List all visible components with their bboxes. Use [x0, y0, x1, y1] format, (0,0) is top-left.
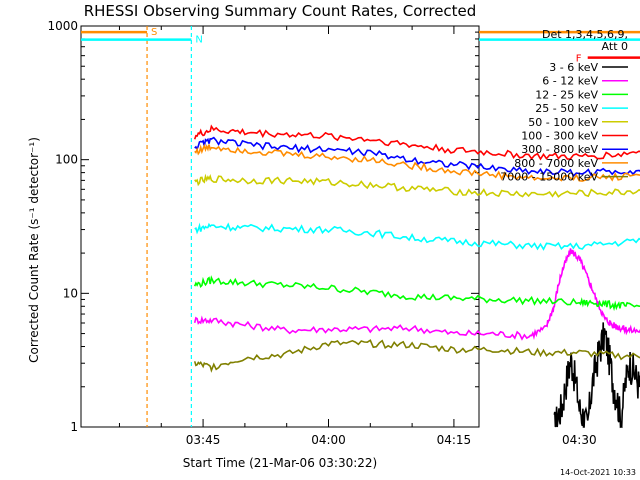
legend-label: 800 - 7000 keV	[514, 157, 598, 170]
y-tick-label: 1000	[47, 19, 78, 33]
legend-label: 50 - 100 keV	[528, 116, 598, 129]
y-axis-label: Corrected Count Rate (s⁻¹ detector⁻¹)	[27, 137, 41, 363]
legend-label: 25 - 50 keV	[535, 102, 598, 115]
series-line-12-25kev	[193, 275, 640, 312]
legend-label: 300 - 800 keV	[521, 143, 598, 156]
legend-label: 7000 - 15000 keV	[500, 171, 598, 184]
series-line-6-12kev	[193, 248, 640, 341]
chart-title: RHESSI Observing Summary Count Rates, Co…	[84, 2, 477, 20]
y-tick-label: 1	[70, 420, 78, 434]
legend-label: 12 - 25 keV	[535, 88, 598, 101]
series-line-100-300kev	[193, 124, 640, 161]
x-tick-label: 04:00	[311, 433, 346, 447]
series-line-50-100kev	[194, 173, 640, 198]
series-line-800-7000kev	[194, 143, 640, 182]
y-tick-label: 100	[55, 153, 78, 167]
x-tick-label: 04:15	[437, 433, 472, 447]
flag-label-n: N	[195, 35, 202, 46]
legend-header-2: Att 0	[602, 40, 628, 53]
flag-label-f: F	[576, 54, 582, 65]
x-axis-label: Start Time (21-Mar-06 03:30:22)	[183, 456, 377, 470]
legend-label: 100 - 300 keV	[521, 130, 598, 143]
x-tick-label: 04:30	[562, 433, 597, 447]
y-tick-label: 10	[63, 286, 78, 300]
flag-bars: S N F	[81, 27, 640, 65]
series-line-7000-15000kev	[193, 339, 640, 373]
footer-timestamp: 14-Oct-2021 10:33	[560, 468, 636, 477]
legend-label: 3 - 6 keV	[549, 61, 598, 74]
data-series	[193, 124, 640, 429]
plot-frame	[80, 25, 480, 428]
series-line-25-50kev	[194, 222, 640, 251]
series-line-3-6kev	[553, 322, 640, 429]
legend-header-1: Det 1,3,4,5,6,9,	[542, 28, 628, 41]
flag-label-s: S	[151, 27, 157, 38]
series-line-300-800kev	[194, 136, 640, 178]
flag-vertical-lines	[146, 26, 192, 427]
legend-label: 6 - 12 keV	[542, 75, 598, 88]
x-tick-label: 03:45	[186, 433, 221, 447]
